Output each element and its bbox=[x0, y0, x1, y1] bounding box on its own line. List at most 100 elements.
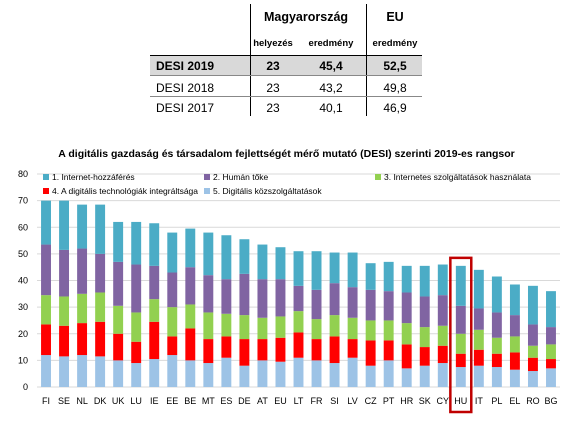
row-rank: 23 bbox=[266, 101, 280, 115]
bar-segment bbox=[113, 305, 124, 334]
x-tick-label: HU bbox=[454, 396, 467, 406]
row-score: 43,2 bbox=[319, 81, 343, 95]
bar-segment bbox=[455, 333, 466, 354]
bar-segment bbox=[455, 265, 466, 306]
bar-segment bbox=[239, 315, 250, 340]
legend-swatch bbox=[204, 188, 210, 194]
bar-segment bbox=[185, 267, 196, 305]
bar-segment bbox=[365, 365, 376, 387]
y-tick-label: 80 bbox=[18, 169, 28, 179]
bar-segment bbox=[203, 339, 214, 364]
bar-segment bbox=[59, 249, 70, 297]
x-tick-label: NL bbox=[76, 396, 88, 406]
bar-segment bbox=[546, 359, 556, 369]
x-tick-label: SE bbox=[58, 396, 70, 406]
bar-segment bbox=[347, 317, 358, 340]
legend-swatch bbox=[43, 188, 49, 194]
bar-segment bbox=[203, 363, 214, 387]
x-tick-label: FI bbox=[42, 396, 50, 406]
bar-segment bbox=[41, 200, 51, 245]
bar-segment bbox=[383, 360, 394, 387]
bar-segment bbox=[347, 357, 358, 387]
bar-segment bbox=[77, 323, 88, 356]
bar-segment bbox=[95, 321, 106, 357]
x-tick-label: DK bbox=[94, 396, 107, 406]
bar-segment bbox=[311, 319, 322, 340]
sub-header-eu-score: eredmény bbox=[372, 38, 418, 49]
highlight-box bbox=[449, 256, 473, 414]
bar-segment bbox=[437, 363, 448, 387]
legend-swatch bbox=[375, 174, 381, 180]
bar-segment bbox=[167, 336, 178, 356]
bar-segment bbox=[419, 365, 430, 387]
bar-segment bbox=[257, 279, 268, 318]
bar-segment bbox=[185, 228, 196, 268]
bar-segment bbox=[347, 339, 358, 358]
bar-segment bbox=[149, 321, 160, 360]
row-eu-score: 46,9 bbox=[383, 101, 407, 115]
table-divider bbox=[150, 96, 422, 97]
bar-segment bbox=[419, 347, 430, 366]
bar-segment bbox=[401, 323, 412, 345]
x-tick-label: CY bbox=[437, 396, 450, 406]
row-eu-score: 52,5 bbox=[383, 59, 407, 73]
bar-segment bbox=[41, 295, 51, 325]
bar-segment bbox=[293, 251, 304, 286]
bar-segment bbox=[473, 365, 484, 387]
bar-segment bbox=[437, 345, 448, 364]
bar-segment bbox=[149, 299, 160, 322]
bar-segment bbox=[401, 344, 412, 369]
bar-segment bbox=[401, 265, 412, 293]
bar-segment bbox=[167, 307, 178, 337]
bar-segment bbox=[419, 296, 430, 328]
bar-segment bbox=[221, 235, 232, 280]
bar-segment bbox=[527, 285, 538, 325]
bar-segment bbox=[311, 360, 322, 387]
bar-segment bbox=[293, 285, 304, 312]
bar-segment bbox=[437, 295, 448, 326]
legend-label: 2. Humán tőke bbox=[213, 172, 269, 182]
group-header-eu: EU bbox=[386, 10, 404, 24]
bar-segment bbox=[167, 272, 178, 308]
bar-segment bbox=[509, 315, 520, 337]
y-tick-label: 50 bbox=[18, 249, 28, 259]
legend-label: 1. Internet-hozzáférés bbox=[52, 172, 135, 182]
bar-segment bbox=[257, 339, 268, 361]
bar-segment bbox=[77, 204, 88, 249]
x-tick-label: BE bbox=[184, 396, 196, 406]
bar-segment bbox=[383, 261, 394, 292]
bar-segment bbox=[546, 344, 556, 360]
bar-segment bbox=[275, 247, 286, 280]
bar-segment bbox=[167, 232, 178, 273]
bar-segment bbox=[77, 293, 88, 324]
bar-segment bbox=[59, 296, 70, 326]
x-tick-label: IE bbox=[150, 396, 159, 406]
x-tick-label: SI bbox=[330, 396, 339, 406]
bar-segment bbox=[239, 339, 250, 366]
bar-segment bbox=[473, 329, 484, 350]
bar-segment bbox=[275, 361, 286, 387]
bar-segment bbox=[383, 320, 394, 341]
bar-segment bbox=[131, 341, 142, 364]
y-tick-label: 70 bbox=[18, 196, 28, 206]
x-tick-label: RO bbox=[526, 396, 540, 406]
bar-segment bbox=[365, 320, 376, 341]
bar-segment bbox=[221, 313, 232, 337]
x-tick-label: DE bbox=[238, 396, 251, 406]
bar-segment bbox=[473, 349, 484, 366]
bar-segment bbox=[365, 263, 376, 290]
bar-segment bbox=[491, 353, 502, 368]
legend-swatch bbox=[204, 174, 210, 180]
bar-segment bbox=[275, 316, 286, 338]
bar-segment bbox=[149, 265, 160, 300]
bar-segment bbox=[41, 355, 51, 387]
bar-segment bbox=[311, 339, 322, 361]
bar-segment bbox=[509, 352, 520, 370]
bar-segment bbox=[185, 360, 196, 387]
bar-segment bbox=[95, 356, 106, 387]
bar-segment bbox=[203, 312, 214, 340]
x-tick-label: EE bbox=[166, 396, 178, 406]
bar-segment bbox=[239, 365, 250, 387]
bar-segment bbox=[41, 324, 51, 356]
bar-segment bbox=[491, 337, 502, 354]
